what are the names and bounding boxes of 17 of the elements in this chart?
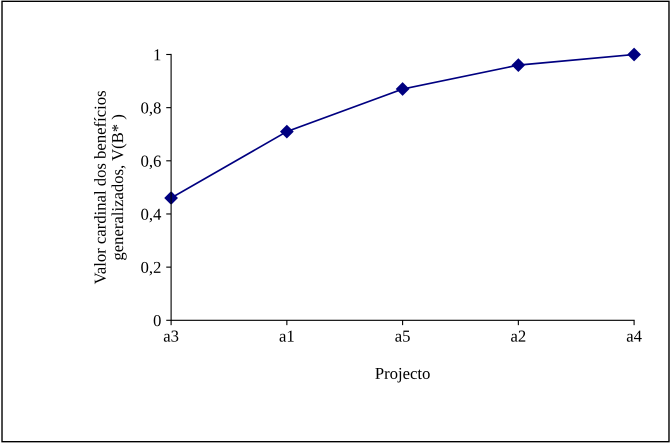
- y-tick-label: 0,6: [141, 156, 161, 170]
- point: [280, 124, 294, 138]
- y-tick-label: 0,8: [141, 102, 161, 116]
- x-tick-label: a1: [280, 330, 294, 342]
- y-tick-label: 0,2: [141, 262, 160, 276]
- x-axis-title: Projecto: [375, 368, 430, 382]
- y-tick-label: 0: [154, 314, 161, 326]
- x-tick-label: a3: [164, 330, 178, 342]
- point: [512, 58, 525, 72]
- x-tick-label: a2: [511, 330, 526, 342]
- y-axis-title: Valor cardinal dos benefícios generalizados, V(B* ): [94, 91, 127, 284]
- x-tick-label: a5: [395, 330, 410, 342]
- point: [396, 82, 410, 96]
- y-tick-label: 0,4: [141, 208, 162, 222]
- x-tick-label: a4: [626, 330, 642, 342]
- y-tick-label: 1: [154, 49, 160, 60]
- point: [628, 48, 641, 62]
